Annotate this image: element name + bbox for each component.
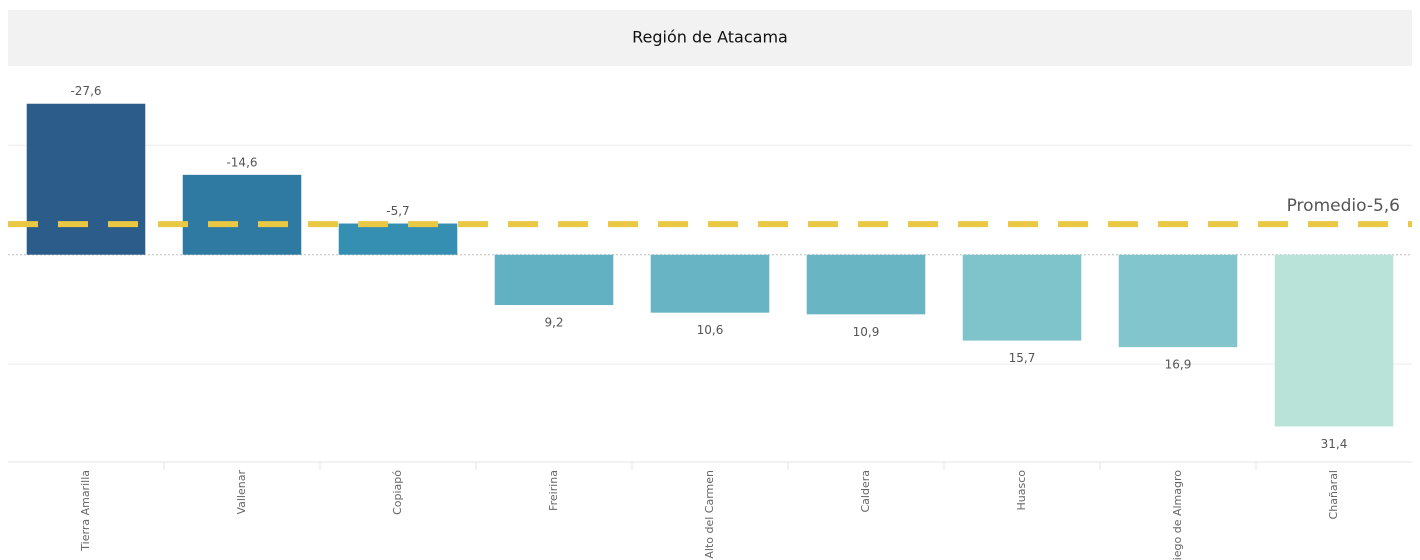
bar (182, 174, 302, 255)
bar (1274, 254, 1394, 427)
value-label: 9,2 (544, 316, 563, 330)
x-tick-label: Tierra Amarilla (79, 470, 92, 552)
bar (962, 254, 1082, 341)
bar (26, 103, 146, 255)
title-banner (8, 10, 1412, 66)
bar (338, 223, 458, 255)
x-tick-label: Chañaral (1327, 470, 1340, 519)
x-tick-label: Caldera (859, 470, 872, 513)
value-label: 15,7 (1009, 351, 1036, 365)
x-tick-label: Diego de Almagro (1171, 470, 1184, 560)
value-label: 16,9 (1165, 358, 1192, 372)
value-label: -27,6 (70, 84, 101, 98)
value-label: 10,6 (697, 323, 724, 337)
average-label: Promedio-5,6 (1287, 196, 1400, 216)
x-tick-label: Copiapó (391, 470, 404, 515)
x-tick-label: Alto del Carmen (703, 470, 716, 559)
chart-title: Región de Atacama (632, 28, 788, 47)
bar (806, 254, 926, 315)
value-label: 31,4 (1321, 437, 1348, 451)
x-tick-label: Vallenar (235, 470, 248, 515)
x-tick-label: Huasco (1015, 470, 1028, 511)
bar (650, 254, 770, 313)
value-label: -14,6 (226, 155, 257, 169)
bar (494, 254, 614, 306)
bar (1118, 254, 1238, 348)
value-label: 10,9 (853, 325, 880, 339)
x-tick-label: Freirina (547, 470, 560, 511)
value-label: -5,7 (386, 204, 409, 218)
